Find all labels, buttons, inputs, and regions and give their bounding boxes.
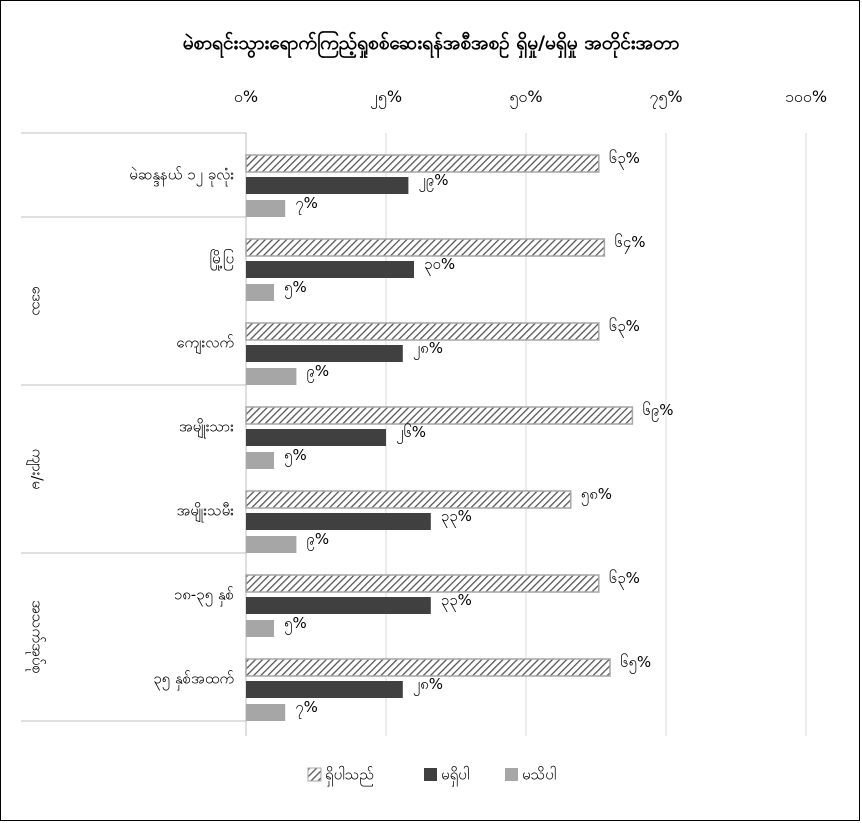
- data-label: ၅%: [284, 614, 307, 635]
- legend-label: ရှိပါသည်: [325, 766, 374, 787]
- category-label: ကျေးလက်: [176, 334, 234, 355]
- data-label: ၅%: [284, 278, 307, 299]
- data-label: ၂၈%: [413, 339, 443, 360]
- bars: [245, 154, 634, 721]
- category-label: အမျိုးသမီး: [176, 502, 234, 523]
- category-label: အမျိုးသား: [179, 418, 234, 439]
- data-label: ၅%: [284, 446, 307, 467]
- bar: [246, 620, 274, 637]
- data-label: ၉%: [306, 362, 329, 383]
- group-label: ကျား/မ: [26, 449, 47, 490]
- bar: [245, 490, 572, 509]
- bar: [245, 574, 600, 593]
- group-label: ဒေသ: [29, 286, 47, 316]
- x-tick-label: ၁၀၀%: [785, 87, 827, 106]
- bar: [245, 406, 634, 425]
- legend: ရှိပါသည် မရှိပါ မသိပါ: [307, 766, 556, 787]
- bar: [246, 368, 297, 385]
- bar: [246, 597, 431, 614]
- x-tick-label: ၀%: [234, 87, 258, 106]
- bar: [246, 452, 274, 469]
- category-label: ၁၈-၃၅ နှစ်: [174, 586, 234, 607]
- data-label: ၆၄%: [614, 233, 645, 254]
- bar: [246, 345, 403, 362]
- legend-label: မသိပါ: [522, 766, 556, 784]
- data-label: ၆၃%: [609, 317, 640, 338]
- bar: [246, 177, 409, 194]
- data-label: ၃၃%: [441, 507, 472, 528]
- legend-swatch: [307, 767, 322, 782]
- data-label: ၇%: [295, 698, 318, 719]
- data-label: ၂၆%: [396, 423, 426, 444]
- bar: [246, 429, 386, 446]
- group-label: အသက်အုပ်စု: [26, 600, 47, 674]
- category-label: မြို့ပြ: [210, 249, 234, 271]
- bar: [245, 154, 600, 173]
- x-tick-label: ၂၅%: [370, 87, 402, 109]
- legend-label: မရှိပါ: [441, 766, 469, 787]
- bar: [246, 536, 297, 553]
- data-labels: ၆၃% ၂၉% ၇% ၆၄% ၃၀% ၅% ၆၃% ၂၈% ၉% ၆၉% ၂၆% ၅% ၅၈% ၃၃% ၉%…: [284, 149, 674, 719]
- data-label: ၅၈%: [581, 485, 612, 506]
- bar: [246, 513, 431, 530]
- data-label: ၂၈%: [413, 675, 443, 696]
- data-label: ၃၀%: [424, 255, 455, 276]
- bar: [246, 704, 286, 721]
- data-label: ၆၃%: [609, 149, 640, 170]
- x-tick-label: ၇၅%: [649, 87, 682, 109]
- gridlines: [385, 133, 807, 736]
- x-tick-label: ၅၀%: [509, 87, 542, 109]
- bar: [245, 238, 606, 257]
- bar: [246, 200, 286, 217]
- data-label: ၃၃%: [441, 591, 472, 612]
- legend-swatch: [424, 768, 437, 781]
- bar: [246, 261, 414, 278]
- legend-swatch: [505, 768, 518, 781]
- data-label: ၂၉%: [418, 171, 448, 192]
- category-groups: မဲဆန္ဒနယ် ၁၂ ခုလုံးဒေသ မြို့ပြကျေးလက်ကျား…: [21, 132, 247, 736]
- bar: [246, 284, 274, 301]
- bar: [246, 681, 403, 698]
- data-label: ၇%: [295, 194, 318, 215]
- data-label: ၉%: [306, 530, 329, 551]
- data-label: ၆၃%: [609, 569, 640, 590]
- data-label: ၆၅%: [620, 653, 651, 674]
- category-label: မဲဆန္ဒနယ် ၁၂ ခုလုံး: [129, 166, 234, 187]
- category-label: ၃၅ နှစ်အထက်: [153, 670, 234, 691]
- data-label: ၆၉%: [642, 401, 673, 422]
- chart-title: မဲစာရင်းသွားရောက်ကြည့်ရှုစစ်ဆေးရန်အစီအစဉ…: [183, 29, 680, 59]
- bar: [245, 322, 600, 341]
- x-axis-ticks: ၀% ၂၅% ၅၀% ၇၅% ၁၀၀%: [234, 87, 827, 109]
- bar: [245, 658, 611, 677]
